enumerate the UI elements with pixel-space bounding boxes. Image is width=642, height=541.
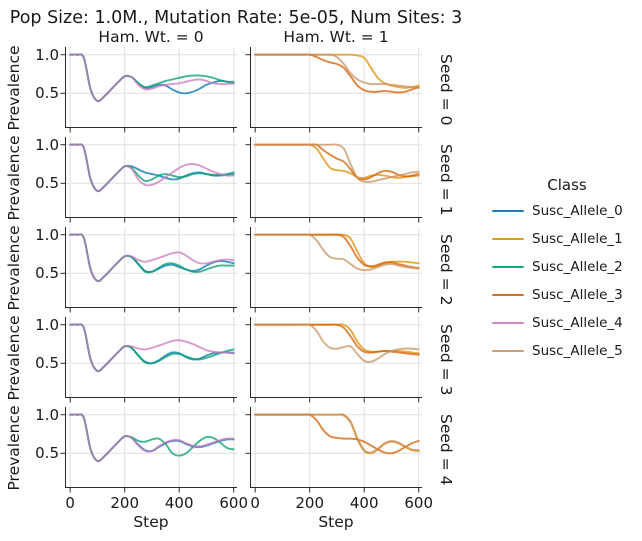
series-line-Susc_Allele_3 <box>254 143 420 181</box>
facet-plot-seed4-hw1 <box>245 407 422 493</box>
facet-plot-seed3-hw0 <box>60 317 237 403</box>
facet-seed0-hw0 <box>60 47 237 133</box>
series-line-Susc_Allele_2 <box>69 53 235 103</box>
legend-items: Susc_Allele_0 Susc_Allele_1 Susc_Allele_2 S… <box>492 197 642 365</box>
legend-entry: Susc_Allele_3 <box>492 281 642 309</box>
y-tick-label: 1.0 <box>35 135 59 154</box>
legend-swatch-line <box>492 293 524 297</box>
legend-swatch-line <box>492 349 524 353</box>
legend-swatch-line <box>492 209 524 213</box>
y-tick-label: 1.0 <box>35 45 59 64</box>
facet-plot-seed2-hw0 <box>60 227 237 313</box>
series-line-Susc_Allele_4 <box>69 413 235 463</box>
series-line-Susc_Allele_3 <box>254 413 420 455</box>
series-line-Susc_Allele_4 <box>69 233 235 283</box>
facet-seed4-hw0 <box>60 407 237 493</box>
legend-swatch-line <box>492 321 524 325</box>
col-title-hamwt-1: Ham. Wt. = 1 <box>283 28 389 46</box>
y-tick-label: 1.0 <box>35 405 59 424</box>
figure-title: Pop Size: 1.0M., Mutation Rate: 5e-05, N… <box>9 8 463 28</box>
legend-entry: Susc_Allele_2 <box>492 253 642 281</box>
series-line-Susc_Allele_5 <box>254 143 420 184</box>
col-title-hamwt-0: Ham. Wt. = 0 <box>98 28 204 46</box>
x-tick-label: 600 <box>219 494 249 512</box>
series-line-Susc_Allele_5 <box>254 53 420 89</box>
x-tick-label: 400 <box>349 494 379 512</box>
legend-entry-label: Susc_Allele_2 <box>532 259 623 275</box>
facet-seed1-hw0 <box>60 137 237 223</box>
facet-plot-seed0-hw1 <box>245 47 422 133</box>
facet-seed4-hw1 <box>245 407 422 493</box>
facet-seed2-hw0 <box>60 227 237 313</box>
y-tick-label: 1.0 <box>35 225 59 244</box>
row-title-seed-2: Seed = 2 <box>437 233 455 305</box>
series-line-Susc_Allele_1 <box>254 413 420 455</box>
x-axis-label: Step <box>133 513 169 531</box>
y-tick-label: 0.5 <box>35 444 59 463</box>
legend-entry-label: Susc_Allele_1 <box>532 231 623 247</box>
row-title-seed-0: Seed = 0 <box>437 53 455 125</box>
series-line-Susc_Allele_4 <box>69 143 235 193</box>
x-tick-label: 600 <box>404 494 434 512</box>
legend-entry-label: Susc_Allele_0 <box>532 203 623 219</box>
legend-entry: Susc_Allele_4 <box>492 309 642 337</box>
series-line-Susc_Allele_2 <box>69 233 235 283</box>
y-tick-label: 1.0 <box>35 315 59 334</box>
legend-title: Class <box>547 176 587 194</box>
facet-seed3-hw0 <box>60 317 237 403</box>
facet-seed2-hw1 <box>245 227 422 313</box>
legend-swatch-line <box>492 265 524 269</box>
y-axis-label: Prevalence <box>5 404 23 491</box>
legend-entry: Susc_Allele_0 <box>492 197 642 225</box>
series-line-Susc_Allele_5 <box>254 413 420 454</box>
x-tick-label: 200 <box>295 494 324 512</box>
legend-entry: Susc_Allele_5 <box>492 337 642 365</box>
series-line-Susc_Allele_3 <box>254 233 420 269</box>
facet-plot-seed2-hw1 <box>245 227 422 313</box>
series-line-Susc_Allele_5 <box>254 323 420 363</box>
series-line-Susc_Allele_4 <box>69 323 235 373</box>
legend-entry: Susc_Allele_1 <box>492 225 642 253</box>
series-line-Susc_Allele_0 <box>69 233 235 283</box>
facet-plot-seed3-hw1 <box>245 317 422 403</box>
facet-seed1-hw1 <box>245 137 422 223</box>
y-tick-label: 0.5 <box>35 84 59 103</box>
legend-swatch-line <box>492 237 524 241</box>
row-title-seed-4: Seed = 4 <box>437 413 455 485</box>
facet-plot-seed4-hw0 <box>60 407 237 493</box>
legend-entry-label: Susc_Allele_3 <box>532 287 623 303</box>
facet-seed0-hw1 <box>245 47 422 133</box>
legend: Class Susc_Allele_0 Susc_Allele_1 Susc_All… <box>492 176 642 365</box>
y-tick-label: 0.5 <box>35 354 59 373</box>
series-line-Susc_Allele_1 <box>254 53 420 89</box>
x-tick-label: 200 <box>110 494 139 512</box>
facet-plot-seed0-hw0 <box>60 47 237 133</box>
x-axis-label: Step <box>318 513 354 531</box>
row-title-seed-3: Seed = 3 <box>437 323 455 395</box>
x-tick-label: 400 <box>164 494 194 512</box>
facet-plot-seed1-hw0 <box>60 137 237 223</box>
facet-seed3-hw1 <box>245 317 422 403</box>
x-tick-label: 0 <box>250 494 260 512</box>
facet-plot-seed1-hw1 <box>245 137 422 223</box>
y-tick-label: 0.5 <box>35 174 59 193</box>
series-line-Susc_Allele_5 <box>254 233 420 272</box>
x-tick-label: 0 <box>65 494 75 512</box>
row-title-seed-1: Seed = 1 <box>437 143 455 215</box>
legend-entry-label: Susc_Allele_4 <box>532 315 623 331</box>
series-line-Susc_Allele_4 <box>69 53 235 103</box>
legend-entry-label: Susc_Allele_5 <box>532 343 623 359</box>
y-tick-label: 0.5 <box>35 264 59 283</box>
series-line-Susc_Allele_2 <box>69 413 235 463</box>
